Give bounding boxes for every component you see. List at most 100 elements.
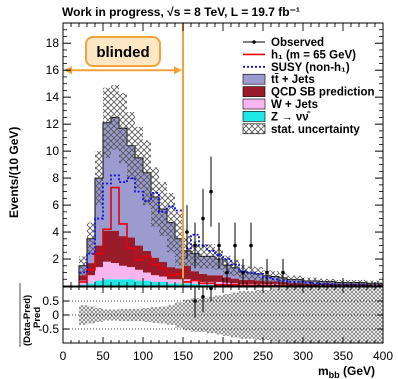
stat-uncertainty-band-34 (351, 279, 359, 286)
observed-point-0 (185, 230, 189, 234)
bar-qcd-sb-prediction-17 (215, 275, 223, 282)
ratio-tick-label-0.5: 0.5 (42, 294, 59, 308)
stat-uncertainty-band-24 (271, 271, 279, 282)
bar-qcd-sb-prediction-24 (271, 281, 279, 284)
ratio-tick-label-0: 0 (52, 308, 59, 322)
bar-w-jets-10 (159, 276, 167, 282)
bar-qcd-sb-prediction-6 (127, 237, 135, 268)
bar-z-3 (103, 279, 111, 286)
bar-z-12 (175, 283, 183, 286)
bar-qcd-sb-prediction-11 (167, 267, 175, 280)
stat-uncertainty-band-5 (119, 93, 127, 164)
x-axis-label: mbb (GeV) (318, 364, 375, 379)
legend-label-w-jets: W + Jets (271, 99, 318, 111)
x-tick-label-300: 300 (293, 349, 313, 363)
observed-point-7 (241, 270, 245, 275)
legend-swatch-stat-uncertainty (242, 123, 266, 135)
stat-uncertainty-band-3 (103, 87, 111, 158)
bar-qcd-sb-prediction-21 (247, 279, 255, 284)
bar-tt-jets-6 (127, 145, 135, 238)
bar-w-jets-4 (111, 263, 119, 280)
stat-uncertainty-band-15 (199, 244, 207, 269)
ratio-uncertainty-band-3 (103, 309, 111, 321)
bar-z-8 (143, 280, 151, 286)
observed-point-1 (193, 243, 197, 248)
bar-tt-jets-8 (143, 172, 151, 251)
y-tick-label-4: 4 (52, 225, 59, 239)
bar-w-jets-12 (175, 279, 183, 284)
bar-qcd-sb-prediction-14 (191, 271, 199, 281)
legend-label-susy-non-h: SUSY (non-h₁) (271, 62, 350, 74)
legend-swatch-tt-jets (242, 73, 266, 85)
ratio-point-0 (193, 299, 197, 303)
bar-z-13 (183, 283, 191, 286)
bar-qcd-sb-prediction-19 (231, 278, 239, 284)
ratio-plot: 0.50-0.5 0 50 100 150 200 250 300 350 400 (19, 283, 393, 363)
stat-uncertainty-band-2 (95, 151, 103, 206)
stat-uncertainty-band-30 (319, 278, 327, 285)
x-tick-label-200: 200 (213, 349, 233, 363)
legend-swatch-w-jets (242, 98, 266, 110)
bar-tt-jets-5 (119, 128, 127, 237)
observed-point-12 (281, 270, 285, 275)
bar-z-10 (159, 281, 167, 286)
bar-z-7 (135, 280, 143, 286)
observed-point-6 (233, 243, 237, 248)
y-tick-label-6: 6 (52, 198, 59, 212)
bar-qcd-sb-prediction-15 (199, 273, 207, 282)
bar-w-jets-8 (143, 272, 151, 281)
bar-z-14 (191, 283, 199, 286)
bar-w-jets-6 (127, 267, 135, 280)
ratio-uncertainty-band-30 (319, 287, 327, 343)
stat-uncertainty-band-10 (159, 182, 167, 237)
legend-label-h-m-65-gev: h₁ (m = 65 GeV) (271, 49, 356, 61)
stat-uncertainty-band-4 (111, 85, 119, 150)
ratio-uncertainty-band-33 (343, 287, 351, 343)
bar-qcd-sb-prediction-9 (151, 257, 159, 276)
x-tick-label-400: 400 (373, 349, 393, 363)
y-tick-label-12: 12 (46, 117, 60, 131)
observed-point-8 (249, 243, 253, 248)
bar-z-9 (151, 281, 159, 286)
bar-qcd-sb-prediction-3 (103, 230, 111, 262)
bar-qcd-sb-prediction-2 (95, 245, 103, 268)
ratio-uncertainty-band-18 (223, 294, 231, 336)
stat-uncertainty-band-7 (135, 126, 143, 189)
ratio-y-axis-label: (Data-Pred)Pred (22, 295, 43, 346)
y-tick-label-8: 8 (52, 171, 59, 185)
bar-tt-jets-9 (151, 196, 159, 258)
chart-title: Work in progress, √s = 8 TeV, L = 19.7 f… (62, 5, 300, 19)
ratio-uncertainty-band-6 (127, 308, 135, 322)
bar-z-16 (207, 284, 215, 286)
x-tick-label-350: 350 (333, 349, 353, 363)
bar-qcd-sb-prediction-0 (79, 275, 87, 281)
bar-qcd-sb-prediction-7 (135, 245, 143, 270)
ratio-point-2 (209, 287, 213, 291)
x-tick-label-250: 250 (253, 349, 273, 363)
bar-z-5 (119, 279, 127, 286)
bar-z-2 (95, 280, 103, 286)
bar-tt-jets-3 (103, 122, 111, 231)
bar-w-jets-11 (167, 279, 175, 284)
legend-label-stat-uncertainty: stat. uncertainty (271, 124, 360, 136)
y-axis-label: Events/(10 GeV) (7, 127, 21, 218)
legend-observed-marker (252, 40, 256, 44)
legend-label-tt-jets: tt̄ + Jets (271, 74, 315, 86)
observed-point-2 (201, 216, 205, 221)
stat-uncertainty-band-26 (287, 275, 295, 284)
bar-qcd-sb-prediction-22 (255, 280, 263, 284)
bar-qcd-sb-prediction-4 (111, 230, 119, 264)
stat-uncertainty-band-16 (207, 244, 215, 269)
bar-tt-jets-2 (95, 178, 103, 246)
bar-qcd-sb-prediction-8 (143, 250, 151, 273)
observed-point-10 (265, 270, 269, 275)
stat-uncertainty-band-32 (335, 279, 343, 286)
ratio-uncertainty-band-21 (247, 291, 255, 339)
bar-qcd-sb-prediction-16 (207, 275, 215, 282)
ratio-uncertainty-band-0 (79, 305, 87, 325)
bar-z-0 (79, 284, 87, 286)
blinded-label: blinded (96, 44, 149, 61)
bar-w-jets-3 (103, 261, 111, 280)
